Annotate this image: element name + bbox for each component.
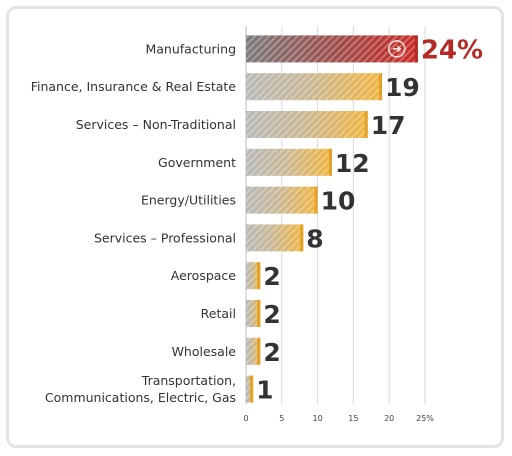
category-label-line: Services – Professional (94, 230, 236, 245)
category-label: Services – Non-Traditional (76, 117, 236, 132)
bar-value-label: 19 (385, 73, 420, 102)
bar-hatch (246, 224, 304, 252)
category-label: Services – Professional (94, 230, 236, 245)
bar-edge (314, 186, 318, 214)
category-label: Manufacturing (145, 41, 236, 56)
category-label-line: Wholesale (172, 344, 237, 359)
bar-edge (257, 262, 261, 290)
bar-value-label: 24% (421, 35, 483, 65)
bar-edge (257, 300, 261, 327)
bar-hatch (246, 148, 332, 176)
bar-value-label: 2 (263, 262, 280, 291)
bar-value-label: 2 (263, 338, 280, 367)
bar-edge (414, 35, 418, 63)
category-label: Energy/Utilities (141, 193, 236, 208)
bar-value-label: 12 (335, 149, 370, 178)
x-tick-label: 0 (243, 414, 248, 423)
x-tick-label: 25% (416, 414, 434, 423)
category-label-line: Manufacturing (145, 41, 236, 56)
bar-hatch (246, 35, 418, 63)
category-label-line: Retail (201, 306, 236, 321)
bar-edge (328, 148, 332, 176)
bar-hatch (246, 73, 383, 101)
bar-hatch (246, 375, 254, 403)
bar-value-label: 1 (256, 376, 273, 405)
bar-value-label: 17 (371, 111, 406, 140)
category-label: Finance, Insurance & Real Estate (31, 79, 237, 94)
bar-edge (257, 337, 261, 365)
category-label: Wholesale (172, 344, 237, 359)
arrow-right-circle-icon (388, 40, 406, 58)
bar-hatch (246, 111, 368, 138)
x-tick-label: 15 (348, 414, 358, 423)
category-label: Retail (201, 306, 236, 321)
category-label-line: Services – Non-Traditional (76, 117, 236, 132)
category-label-line: Aerospace (171, 268, 237, 283)
bar-value-label: 8 (306, 224, 323, 253)
bar-value-label: 10 (321, 187, 356, 216)
x-tick-label: 10 (313, 414, 323, 423)
bar-edge (379, 73, 383, 101)
bar-edge (364, 111, 368, 138)
category-label: Aerospace (171, 268, 237, 283)
bar-hatch (246, 186, 318, 214)
bar-hatch (246, 262, 261, 290)
bar-value-label: 2 (263, 300, 280, 329)
bar-hatch (246, 337, 261, 365)
category-label-line: Transportation, (141, 373, 236, 388)
bar-edge (250, 375, 254, 403)
category-label: Transportation, Communications, Electric,… (45, 373, 236, 405)
category-label-line: Communications, Electric, Gas (45, 390, 236, 405)
category-label-line: Energy/Utilities (141, 193, 236, 208)
category-label: Government (158, 155, 236, 170)
category-label-line: Finance, Insurance & Real Estate (31, 79, 237, 94)
bar-edge (300, 224, 304, 252)
x-tick-label: 5 (279, 414, 284, 423)
category-label-line: Government (158, 155, 236, 170)
x-tick-label: 20 (384, 414, 394, 423)
bar-hatch (246, 300, 261, 327)
